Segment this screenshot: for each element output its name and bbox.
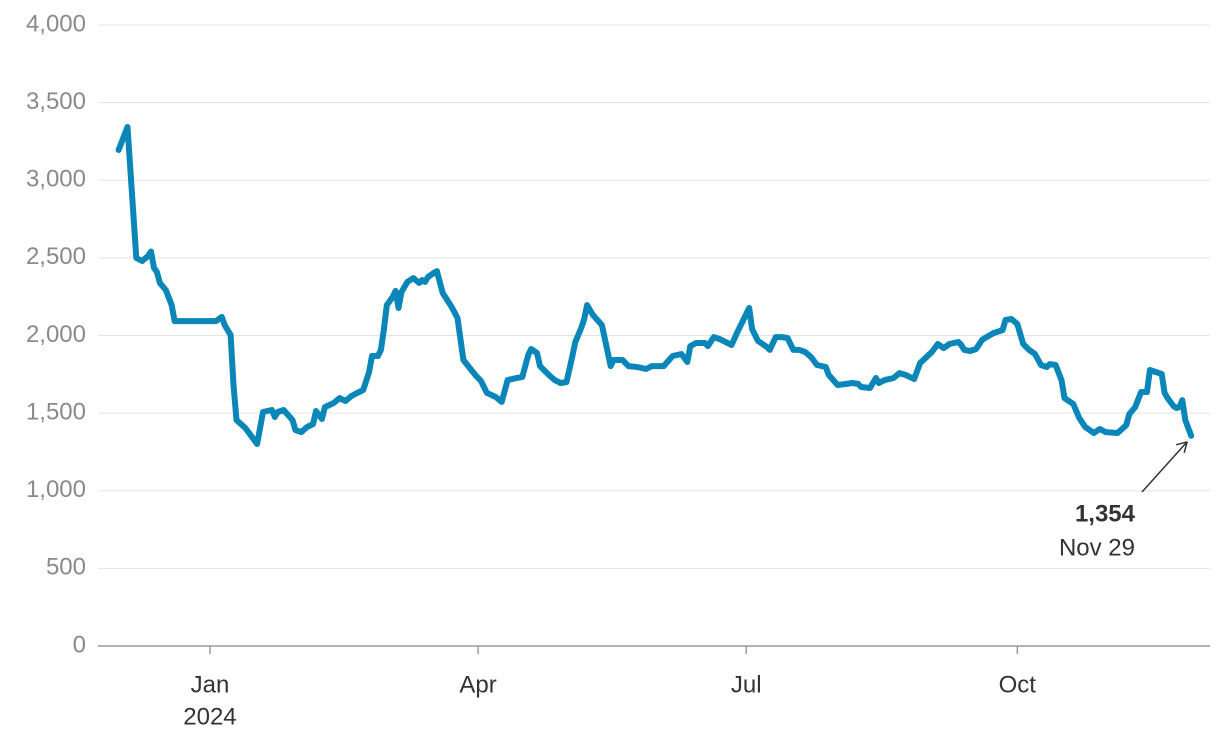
x-tick-label: Jul (731, 671, 762, 698)
y-tick-label: 4,000 (26, 10, 86, 37)
annotation-date: Nov 29 (1059, 534, 1135, 561)
y-tick-label: 1,000 (26, 476, 86, 503)
annotation-value: 1,354 (1075, 500, 1136, 527)
line (115, 124, 1195, 447)
x-tick-label: Jan (191, 671, 230, 698)
annotation-arrowhead (1175, 441, 1188, 453)
y-tick-label: 3,000 (26, 166, 86, 193)
x-tick-label: Oct (999, 671, 1037, 698)
y-tick-label: 2,000 (26, 321, 86, 348)
y-tick-label: 1,500 (26, 398, 86, 425)
y-tick-label: 500 (46, 554, 86, 581)
x-tick-label: Apr (459, 671, 496, 698)
annotation-arrow (1141, 441, 1188, 493)
y-tick-label: 3,500 (26, 88, 86, 115)
y-tick-label: 0 (73, 631, 86, 658)
y-tick-label: 2,500 (26, 243, 86, 270)
x-year-label: 2024 (183, 703, 236, 730)
